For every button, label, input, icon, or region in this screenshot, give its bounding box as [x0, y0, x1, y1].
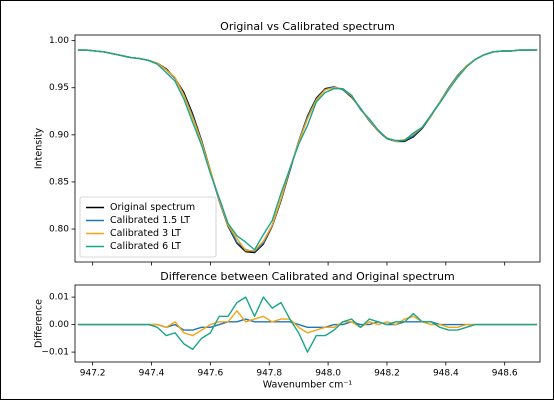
legend-box	[79, 196, 217, 258]
axes-title: Original vs Calibrated spectrum	[220, 20, 395, 33]
x-axis-label: Wavenumber cm⁻¹	[263, 380, 353, 391]
series-line	[77, 310, 538, 337]
y-tick-label: 0.01	[49, 293, 69, 303]
axes-frame	[74, 284, 541, 363]
x-tick-label: 947.6	[197, 369, 223, 379]
y-tick-label: 0.95	[49, 83, 69, 93]
y-tick-label: 0.00	[49, 320, 69, 330]
series-line	[77, 296, 538, 353]
axes-title: Difference between Calibrated and Origin…	[160, 270, 454, 283]
x-tick-label: 948.2	[374, 369, 400, 379]
axes-frame	[74, 34, 541, 263]
plot-area	[77, 49, 538, 254]
y-tick-label: 0.80	[49, 225, 69, 235]
x-tick-label: 948.6	[492, 369, 518, 379]
x-tick-label: 947.8	[256, 369, 282, 379]
y-axis-label: Difference	[34, 299, 45, 348]
plot-area	[77, 296, 538, 353]
x-tick-label: 948.0	[315, 369, 341, 379]
y-tick-label: 0.90	[49, 130, 69, 140]
x-tick-label: 948.4	[433, 369, 459, 379]
series-line	[77, 49, 538, 251]
legend-label: Calibrated 1.5 LT	[110, 215, 190, 226]
x-tick-label: 947.4	[139, 369, 165, 379]
x-tick-label: 947.2	[80, 369, 106, 379]
legend-label: Calibrated 6 LT	[110, 241, 181, 252]
legend-label: Original spectrum	[110, 202, 195, 213]
y-tick-label: −0.01	[41, 348, 69, 358]
legend-label: Calibrated 3 LT	[110, 228, 181, 239]
y-tick-label: 0.85	[49, 177, 69, 187]
y-tick-label: 1.00	[49, 36, 69, 46]
y-axis-label: Intensity	[34, 127, 45, 169]
